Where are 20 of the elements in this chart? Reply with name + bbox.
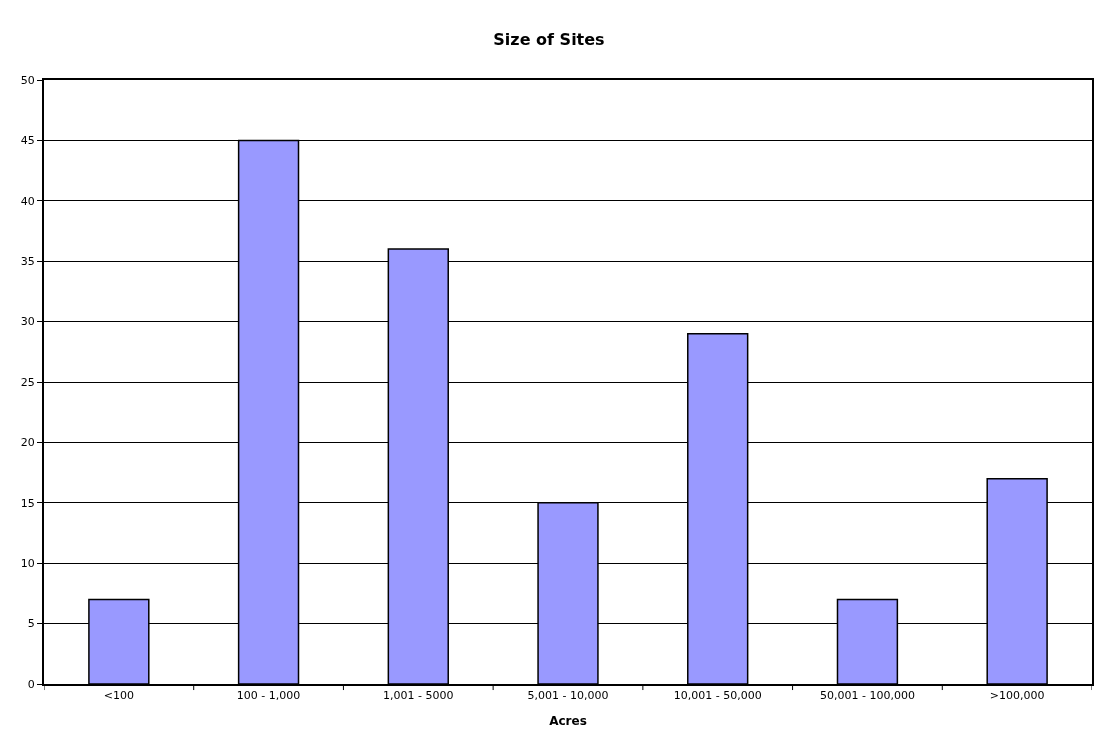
y-tick-label: 25 — [20, 375, 35, 389]
x-tick-label: 5,001 - 10,000 — [527, 689, 609, 703]
y-tick-label: 15 — [20, 496, 35, 510]
y-tick-label: 50 — [20, 73, 35, 87]
x-tick-label: <100 — [103, 689, 134, 703]
y-tick-label: 10 — [20, 557, 35, 571]
y-tick-label: 45 — [20, 134, 35, 148]
chart-title: Size of Sites — [493, 29, 605, 49]
x-tick-label: 100 - 1,000 — [236, 689, 301, 703]
x-tick-label: 10,001 - 50,000 — [673, 689, 762, 703]
y-tick-label: 20 — [20, 436, 35, 450]
y-tick-label: 5 — [27, 617, 35, 631]
x-axis-title: Acres — [549, 713, 587, 728]
x-tick-label: 50,001 - 100,000 — [819, 689, 915, 703]
y-tick-label: 40 — [20, 194, 35, 208]
y-tick-label: 0 — [27, 677, 35, 691]
y-tick-label: 35 — [20, 255, 35, 269]
x-tick-label: 1,001 - 5000 — [383, 689, 454, 703]
y-tick-label: 30 — [20, 315, 35, 329]
x-tick-label: >100,000 — [989, 689, 1045, 703]
